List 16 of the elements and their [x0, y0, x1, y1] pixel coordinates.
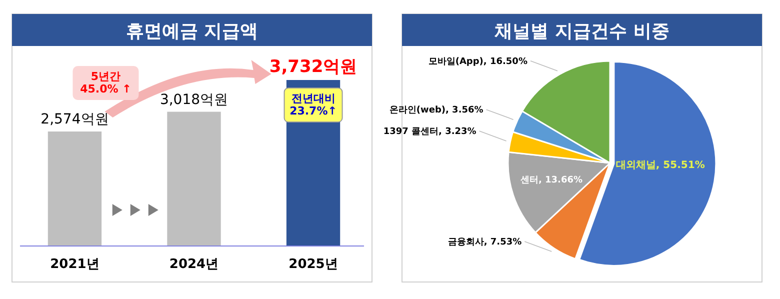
x-tick-label: 2025년: [288, 257, 338, 272]
data-label: 3,732억원: [269, 57, 358, 77]
annotation: 5년간 45.0% ↑: [80, 70, 132, 96]
slice-label: 대외채널, 55.51%: [616, 160, 705, 172]
x-tick-label: 2021년: [50, 257, 100, 272]
slice-label: 센터, 13.66%: [520, 176, 583, 186]
data-label: 3,018억원: [160, 92, 228, 108]
x-tick-label: 2024년: [169, 257, 219, 272]
annotation: 전년대비 23.7%↑: [290, 92, 337, 118]
slice-label: 금융회사, 7.53%: [448, 237, 522, 248]
chart-title: 휴면예금 지급액: [126, 21, 258, 42]
slice-label: 1397 콜센터, 3.23%: [383, 127, 476, 138]
chart-title: 채널별 지급건수 비중: [494, 21, 670, 42]
slice-label: 모바일(App), 16.50%: [428, 56, 528, 67]
data-label: 2,574억원: [40, 112, 109, 128]
slice-label: 온라인(web), 3.56%: [389, 106, 484, 116]
